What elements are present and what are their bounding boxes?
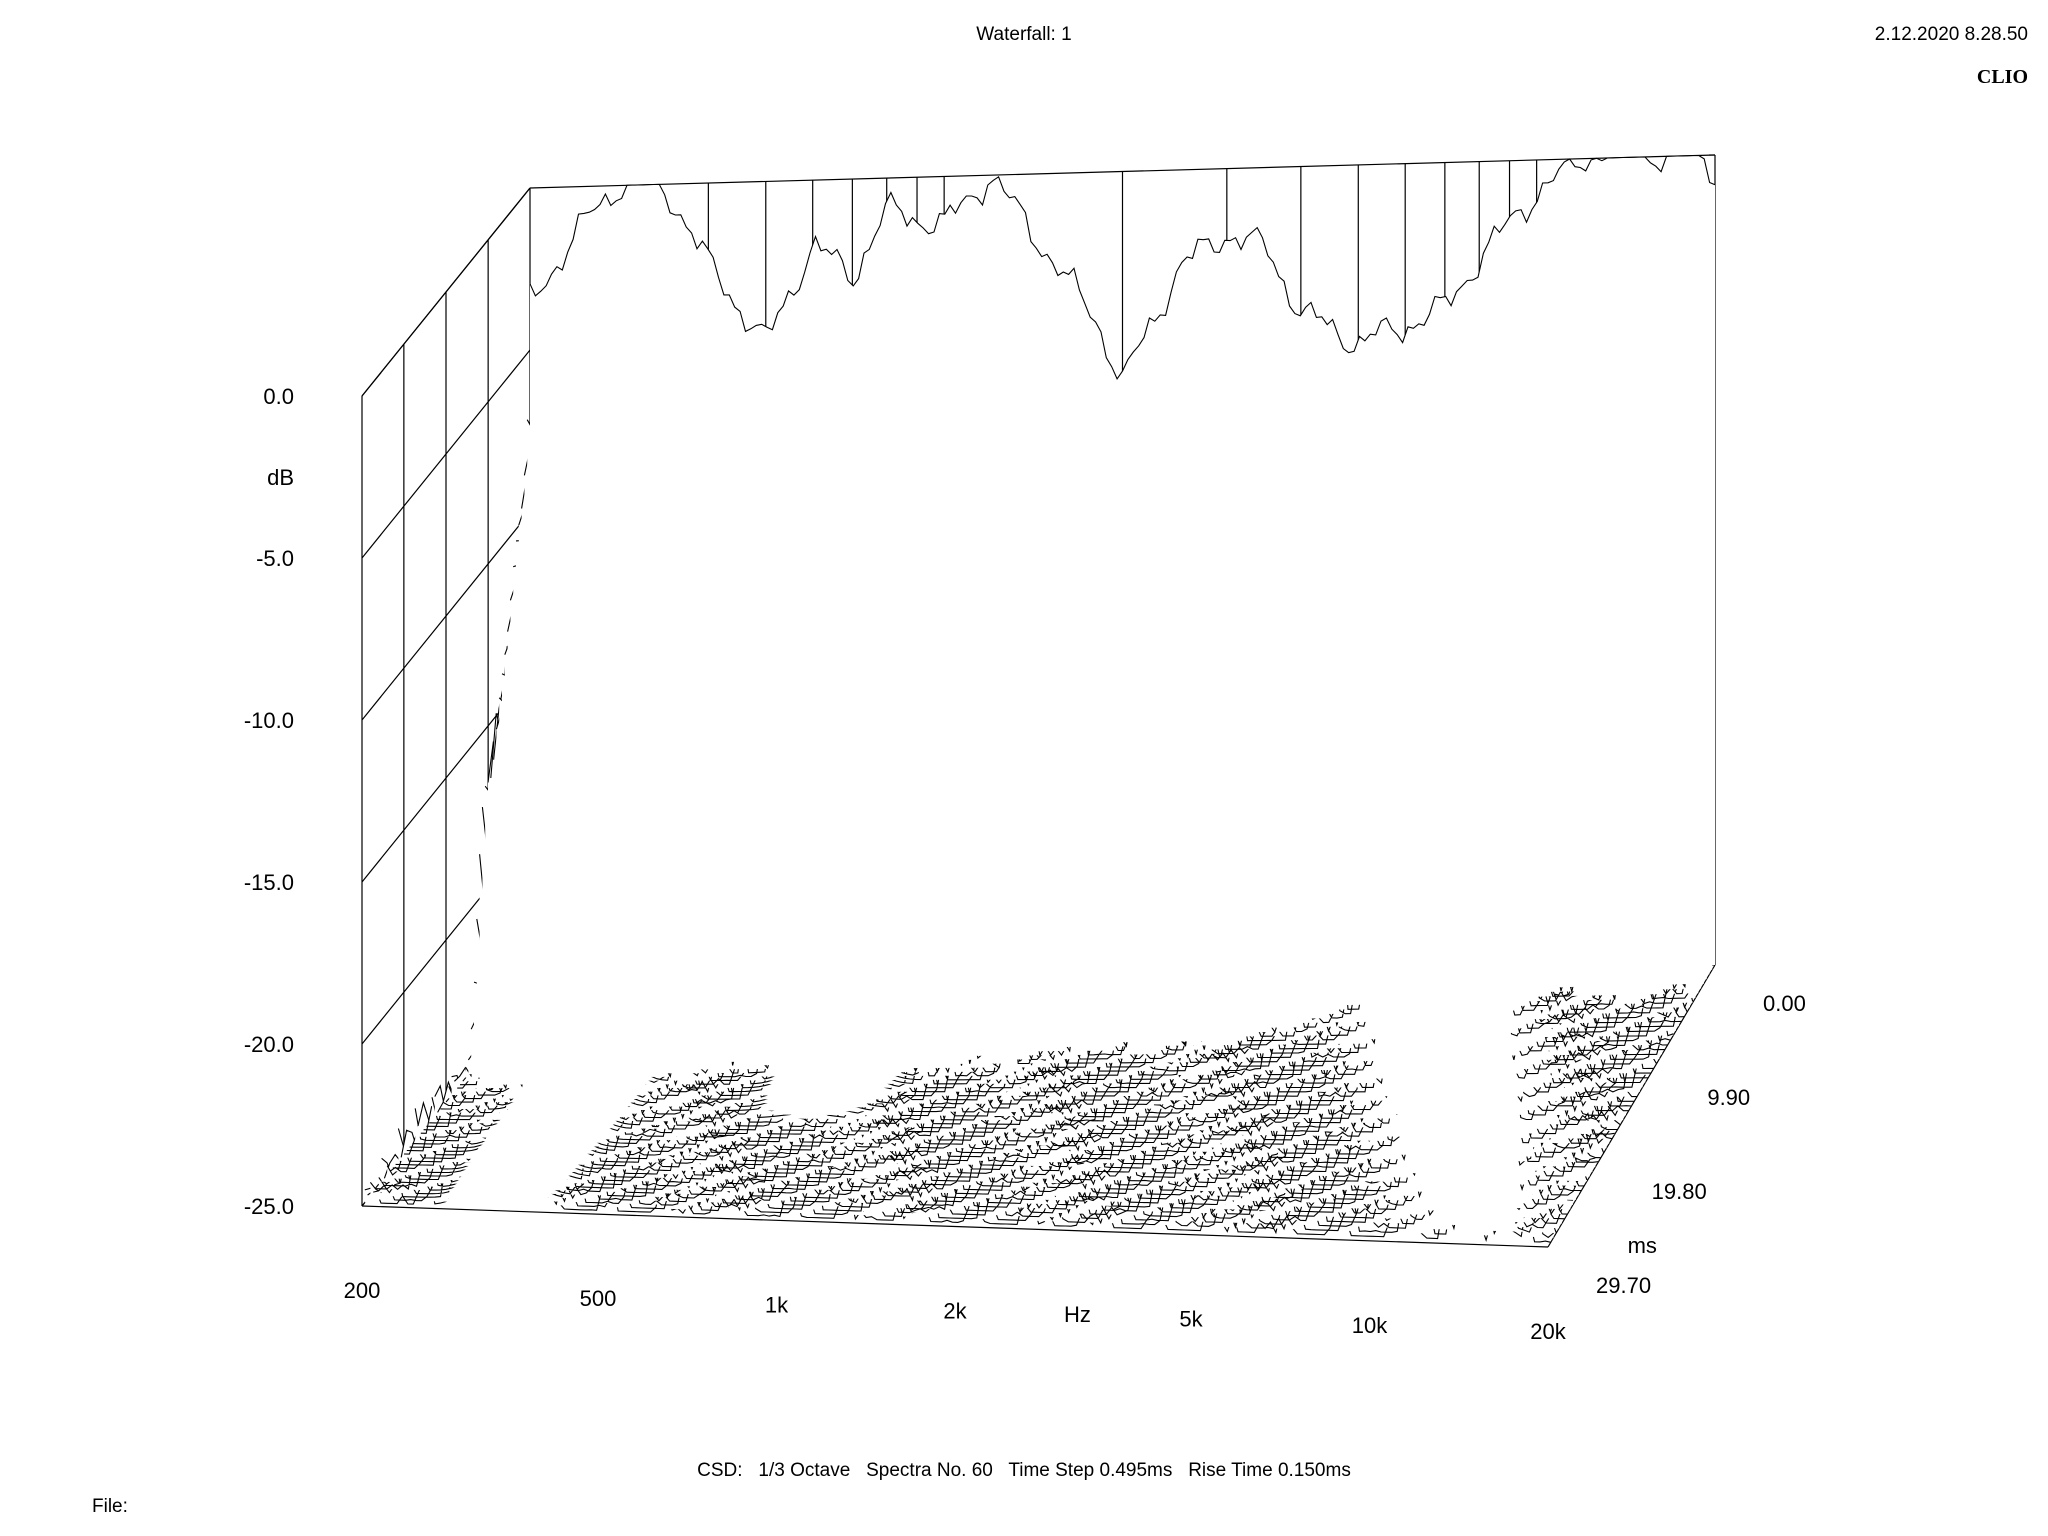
x-tick-label: 10k <box>1352 1313 1388 1338</box>
spectrum-line <box>364 1155 1551 1243</box>
y-tick-label: -20.0 <box>244 1032 294 1057</box>
z-axis-label: ms <box>1628 1233 1657 1258</box>
axis-labels: 0.0 -5.0 -10.0 -15.0 -20.0 -25.0 dB 200 500 1k 2k 5… <box>244 384 1806 1344</box>
z-tick-label: 0.00 <box>1763 991 1806 1016</box>
y-tick-label: 0.0 <box>263 384 294 409</box>
y-axis-label: dB <box>267 465 294 490</box>
x-axis-label: Hz <box>1064 1302 1091 1327</box>
file-label: File: <box>92 1496 128 1517</box>
spectrum-line <box>529 154 1716 381</box>
x-tick-label: 5k <box>1179 1307 1203 1332</box>
chart-title: Waterfall: 1 <box>976 24 1072 45</box>
measurement-parameters: CSD: 1/3 Octave Spectra No. 60 Time Step… <box>697 1460 1351 1481</box>
floor-front-edge <box>361 1205 1549 1248</box>
spectrum-line <box>381 1100 1568 1215</box>
x-tick-label: 20k <box>1530 1319 1566 1344</box>
z-tick-label: 19.80 <box>1652 1179 1707 1204</box>
x-tick-label: 500 <box>580 1286 617 1311</box>
y-tick-label: -10.0 <box>244 708 294 733</box>
y-tick-label: -25.0 <box>244 1194 294 1219</box>
brand-label: CLIO <box>1976 66 2028 88</box>
x-tick-label: 1k <box>765 1292 789 1317</box>
spectra-slices <box>364 154 1716 1243</box>
y-tick-label: -5.0 <box>256 546 294 571</box>
y-tick-label: -15.0 <box>244 870 294 895</box>
x-tick-label: 2k <box>943 1299 967 1324</box>
z-tick-label: 29.70 <box>1596 1273 1651 1298</box>
spectrum-fill <box>530 155 1715 998</box>
x-tick-label: 200 <box>344 1278 381 1303</box>
z-tick-label: 9.90 <box>1707 1085 1750 1110</box>
timestamp: 2.12.2020 8.28.50 <box>1874 24 2028 45</box>
